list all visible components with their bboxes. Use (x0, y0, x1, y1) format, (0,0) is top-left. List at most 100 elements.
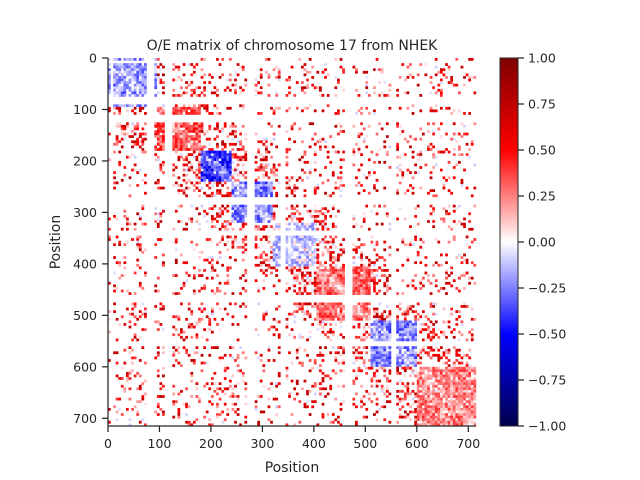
heatmap-cell (159, 124, 163, 128)
heatmap-cell (411, 104, 415, 108)
heatmap-cell (352, 361, 356, 365)
heatmap-cell (254, 191, 258, 195)
heatmap-cell (463, 418, 466, 422)
heatmap-cell (113, 256, 116, 259)
heatmap-cell (439, 413, 443, 416)
heatmap-cell (187, 307, 191, 311)
heatmap-cell (313, 214, 317, 218)
heatmap-cell (355, 274, 358, 277)
heatmap-cell (367, 302, 371, 306)
heatmap-cell (473, 122, 477, 126)
heatmap-cell (239, 158, 243, 162)
heatmap-cell (378, 361, 381, 365)
heatmap-cell (293, 387, 297, 391)
heatmap-cell (254, 181, 258, 185)
heatmap-cell (427, 377, 430, 380)
heatmap-cell (339, 407, 343, 411)
heatmap-cell (385, 395, 389, 398)
heatmap-cell (138, 135, 142, 138)
heatmap-cell (429, 407, 433, 411)
heatmap-cell (319, 222, 322, 226)
heatmap-cell (339, 124, 343, 128)
heatmap-cell (326, 251, 330, 254)
heatmap-cell (162, 351, 165, 355)
heatmap-cell (192, 109, 196, 113)
heatmap-cell (439, 135, 443, 138)
heatmap-cell (424, 366, 428, 370)
heatmap-cell (401, 176, 405, 180)
heatmap-cell (411, 76, 415, 79)
heatmap-cell (326, 209, 330, 213)
heatmap-cell (136, 212, 140, 216)
heatmap-cell (254, 78, 258, 82)
heatmap-cell (365, 276, 369, 280)
heatmap-cell (321, 359, 325, 362)
heatmap-cell (463, 405, 466, 409)
heatmap-cell (355, 70, 358, 74)
heatmap-cell (138, 106, 142, 110)
heatmap-cell (272, 168, 276, 172)
heatmap-cell (123, 274, 127, 277)
heatmap-cell (241, 287, 245, 290)
heatmap-cell (203, 73, 206, 77)
heatmap-cell (141, 58, 145, 61)
heatmap-cell (216, 112, 219, 115)
heatmap-cell (187, 217, 191, 221)
heatmap-cell (174, 166, 178, 169)
heatmap-cell (272, 109, 276, 113)
heatmap-cell (131, 361, 134, 365)
heatmap-cell (321, 402, 325, 406)
heatmap-cell (396, 320, 399, 324)
heatmap-cell (270, 124, 273, 128)
heatmap-cell (355, 289, 358, 293)
heatmap-cell (113, 271, 116, 275)
heatmap-cell (470, 194, 474, 198)
heatmap-cell (442, 402, 446, 406)
heatmap-cell (306, 235, 309, 239)
heatmap-cell (378, 160, 381, 164)
heatmap-cell (450, 227, 454, 231)
heatmap-cell (244, 155, 248, 159)
heatmap-cell (244, 315, 248, 319)
heatmap-cell (141, 150, 145, 154)
heatmap-cell (226, 194, 230, 198)
heatmap-cell (339, 274, 343, 277)
heatmap-cell (437, 423, 441, 427)
heatmap-cell (200, 287, 204, 290)
heatmap-cell (321, 317, 325, 321)
heatmap-cell (185, 148, 188, 151)
heatmap-cell (185, 194, 188, 198)
heatmap-cell (326, 248, 330, 252)
heatmap-cell (388, 330, 392, 334)
heatmap-cell (221, 222, 224, 226)
heatmap-cell (360, 258, 363, 262)
heatmap-cell (306, 276, 309, 280)
heatmap-cell (308, 312, 312, 316)
heatmap-cell (216, 166, 219, 169)
heatmap-cell (463, 402, 466, 406)
heatmap-cell (218, 251, 222, 254)
heatmap-cell (108, 88, 111, 92)
heatmap-cell (210, 91, 214, 95)
heatmap-cell (162, 122, 165, 126)
heatmap-cell (403, 338, 407, 342)
heatmap-cell (337, 289, 340, 293)
heatmap-cell (457, 415, 461, 419)
heatmap-cell (378, 359, 381, 362)
heatmap-cell (414, 214, 418, 218)
heatmap-cell (447, 405, 451, 409)
heatmap-cell (432, 369, 436, 373)
heatmap-cell (285, 281, 289, 285)
heatmap-cell (221, 73, 224, 77)
heatmap-cell (365, 106, 369, 110)
heatmap-cell (409, 338, 412, 342)
heatmap-cell (234, 135, 237, 138)
heatmap-cell (352, 153, 356, 156)
heatmap-cell (370, 400, 374, 404)
heatmap-cell (329, 338, 333, 342)
heatmap-cell (367, 227, 371, 231)
heatmap-cell (321, 320, 325, 324)
heatmap-cell (355, 271, 358, 275)
heatmap-cell (200, 310, 204, 313)
heatmap-cell (342, 348, 345, 352)
